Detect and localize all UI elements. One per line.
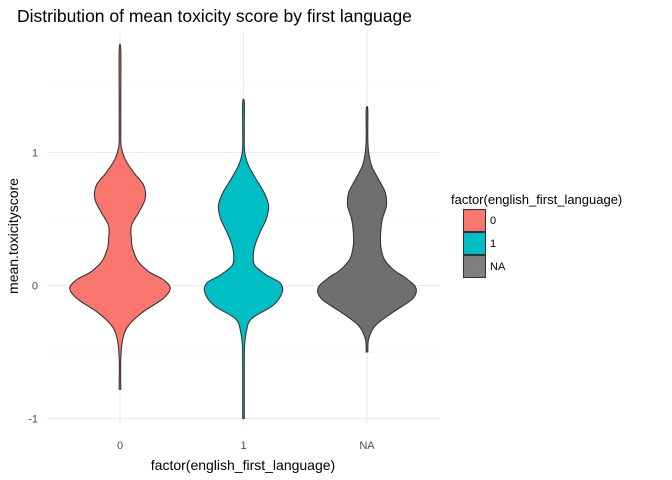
x-tick-label: 0: [117, 440, 123, 452]
x-axis-title: factor(english_first_language): [151, 457, 335, 473]
y-axis-title: mean.toxicityscore: [5, 178, 21, 294]
legend: factor(english_first_language) 0 1 NA: [451, 192, 622, 279]
y-tick-label: 0: [32, 281, 38, 293]
violin-layer: [69, 43, 417, 420]
legend-key-1: [462, 231, 487, 256]
x-tick-label: NA: [359, 440, 375, 452]
chart-title: Distribution of mean toxicity score by f…: [17, 6, 412, 26]
violin-NA: [317, 105, 417, 353]
legend-key-NA: [462, 254, 487, 279]
x-tick-label: 1: [240, 440, 246, 452]
y-tick-label: 1: [32, 148, 38, 160]
legend-key-0: [462, 208, 487, 233]
legend-label: 0: [490, 215, 496, 227]
y-tick-label: -1: [28, 414, 38, 426]
legend-label: 1: [490, 238, 496, 250]
legend-label: NA: [490, 261, 506, 273]
legend-items: 0 1 NA: [462, 208, 506, 279]
y-tick-labels: -1 0 1: [28, 148, 38, 426]
violin-0: [69, 43, 171, 390]
violin-1: [203, 98, 284, 420]
x-tick-labels: 0 1 NA: [117, 440, 375, 452]
legend-title: factor(english_first_language): [451, 192, 622, 207]
